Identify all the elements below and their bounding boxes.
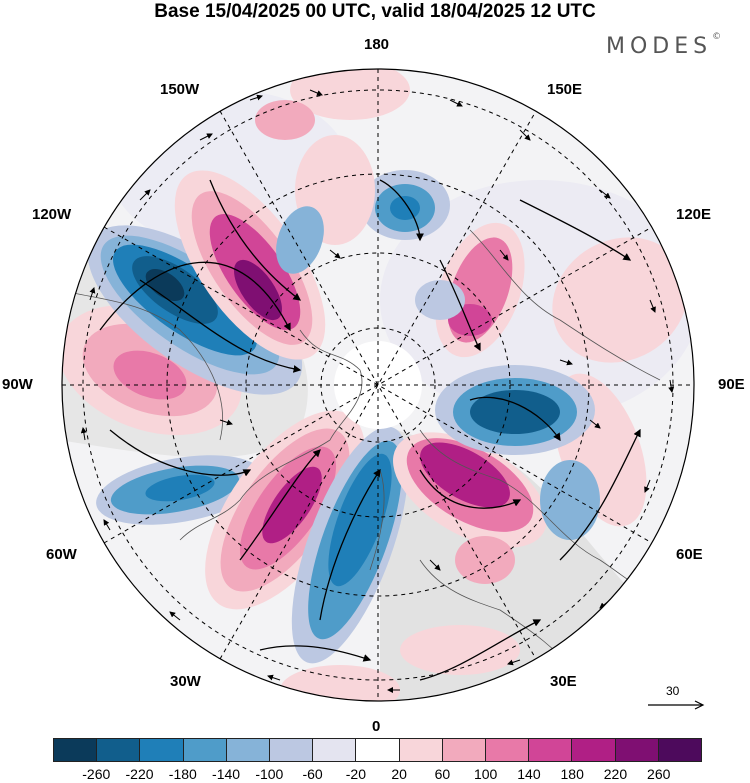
lon-label-150w: 150W	[160, 81, 200, 98]
colorbar-tick-label: 220	[603, 766, 628, 782]
reference-vector-value: 30	[666, 684, 680, 698]
colorbar-tick-label: -60	[302, 766, 323, 782]
colorbar-cell	[270, 739, 314, 761]
reference-vector-arrow-icon	[648, 700, 705, 710]
anomaly-field	[62, 69, 694, 701]
modes-logo: MODES©	[606, 32, 722, 59]
colorbar-tick-label: 20	[391, 766, 407, 782]
colorbar-cell	[54, 739, 98, 761]
colorbar-tick-label: -260	[82, 766, 111, 782]
colorbar-cell	[140, 739, 184, 761]
colorbar-tick-label: 60	[434, 766, 451, 782]
lon-label-180: 180	[364, 36, 390, 53]
lon-label-120e: 120E	[676, 206, 712, 223]
colorbar-tick-label: -20	[345, 766, 366, 782]
colorbar-cell	[399, 739, 443, 761]
colorbar-cell	[658, 739, 702, 761]
colorbar-cell	[226, 739, 271, 761]
colorbar-tick-label: 260	[647, 766, 671, 782]
lon-label-0: 0	[372, 718, 381, 735]
colorbar-cell	[313, 739, 357, 761]
colorbar-tick-label: -140	[212, 766, 241, 782]
colorbar-tick-label: 180	[560, 766, 584, 782]
lon-label-90e: 90E	[718, 376, 745, 393]
colorbar-cell	[529, 739, 573, 761]
colorbar-tick-label: 140	[517, 766, 541, 782]
lon-label-120w: 120W	[32, 206, 72, 223]
colorbar-tick-label: 100	[473, 766, 498, 782]
colorbar-tick-label: -180	[168, 766, 197, 782]
lon-label-30e: 30E	[550, 673, 577, 690]
map-title: Base 15/04/2025 00 UTC, valid 18/04/2025…	[154, 1, 596, 22]
lon-label-60w: 60W	[46, 546, 77, 563]
colorbar-cell	[183, 739, 227, 761]
colorbar-tick-label: -100	[255, 766, 284, 782]
colorbar	[53, 738, 702, 762]
colorbar-cell	[97, 739, 141, 761]
map-boundary	[61, 68, 695, 702]
lon-label-30w: 30W	[170, 673, 201, 690]
lon-label-150e: 150E	[547, 81, 583, 98]
colorbar-cell	[356, 739, 400, 761]
streamlines	[99, 179, 641, 681]
colorbar-cell	[572, 739, 616, 761]
colorbar-cell	[486, 739, 530, 761]
lon-label-60e: 60E	[676, 546, 703, 563]
colorbar-cell	[442, 739, 487, 761]
colorbar-tick-label: -220	[125, 766, 154, 782]
lon-label-90w: 90W	[2, 376, 33, 393]
colorbar-cell	[615, 739, 659, 761]
graticule	[62, 69, 694, 701]
colorbar-ticks: -260 -220 -180 -140 -100 -60 -20 20 60 100 140 180 2…	[53, 766, 702, 783]
